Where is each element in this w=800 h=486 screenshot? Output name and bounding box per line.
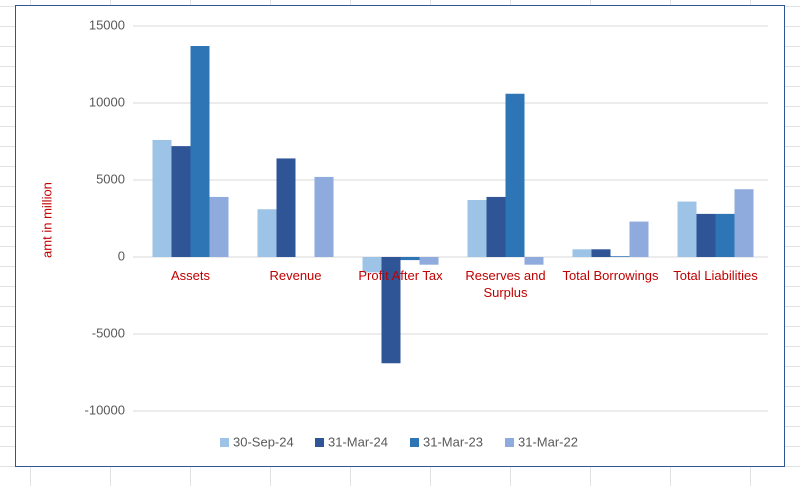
bar [734, 189, 754, 257]
y-tick-label: 15000 [89, 17, 125, 32]
bar [362, 257, 382, 273]
bar [505, 93, 525, 257]
y-tick-label: 5000 [96, 171, 125, 186]
bar [190, 46, 210, 257]
bar [276, 158, 296, 257]
y-tick-label: 0 [118, 248, 125, 263]
bar [467, 200, 487, 257]
bar [209, 196, 229, 257]
bar [419, 257, 439, 265]
legend-label: 31-Mar-24 [328, 434, 388, 449]
x-tick-label: Total Borrowings [562, 268, 659, 283]
bar [572, 249, 592, 257]
y-tick-label: 10000 [89, 94, 125, 109]
bar [171, 146, 191, 257]
x-tick-label: Revenue [269, 268, 322, 283]
legend-swatch [505, 438, 514, 447]
x-tick-label: Profit After Tax [358, 268, 443, 283]
bar [591, 249, 611, 257]
legend-swatch [220, 438, 229, 447]
x-tick-label: Reserves and Surplus [465, 268, 546, 300]
legend-label: 31-Mar-22 [518, 434, 578, 449]
bar [400, 257, 420, 261]
legend-swatch [410, 438, 419, 447]
bar [257, 209, 277, 257]
bar [486, 196, 506, 257]
bar [381, 257, 401, 364]
bar [677, 201, 697, 257]
y-axis-title: amt in million [39, 182, 54, 258]
legend-swatch [315, 438, 324, 447]
bar [715, 213, 735, 257]
bar [524, 257, 544, 265]
bar [314, 176, 334, 257]
bar [696, 213, 716, 257]
x-tick-label: Total Liabilities [673, 268, 758, 283]
legend-label: 30-Sep-24 [233, 434, 294, 449]
y-tick-label: -5000 [92, 325, 125, 340]
bar [629, 221, 649, 257]
bar [610, 256, 630, 257]
legend-label: 31-Mar-23 [423, 434, 483, 449]
chart-frame [15, 5, 785, 467]
y-tick-label: -10000 [85, 402, 125, 417]
x-tick-label: Assets [170, 268, 210, 283]
bar [152, 139, 172, 257]
